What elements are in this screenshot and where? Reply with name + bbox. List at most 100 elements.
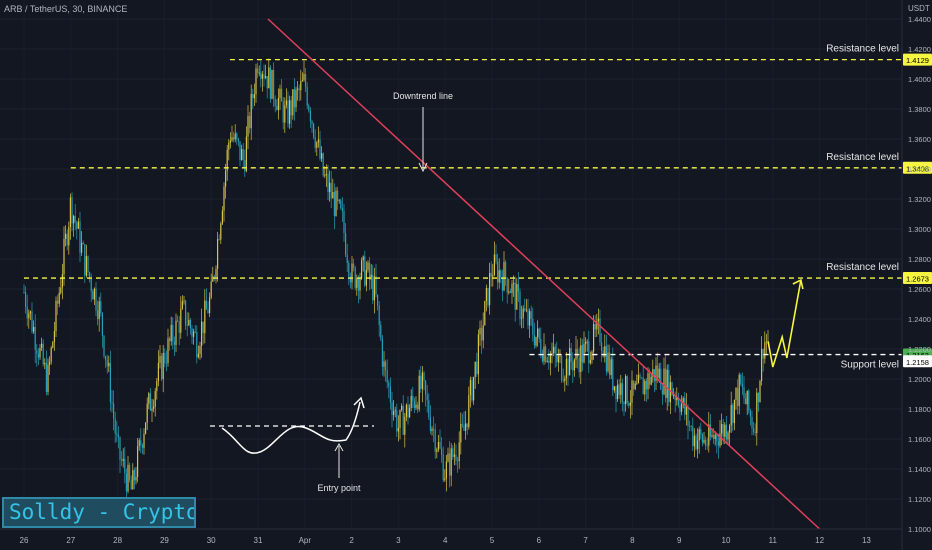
entry-curve — [221, 401, 361, 454]
candle-body — [370, 274, 372, 280]
candle-body — [98, 301, 100, 320]
candle-body — [271, 69, 273, 99]
x-tick-label: 30 — [207, 536, 216, 545]
symbol-title[interactable]: ARB / TetherUS, 30, BINANCE — [4, 4, 128, 14]
candle-body — [143, 433, 145, 448]
candle-body — [545, 346, 547, 362]
candle-body — [164, 352, 166, 363]
candle-body — [95, 288, 97, 311]
candle-body — [306, 87, 308, 106]
candle-body — [423, 372, 425, 381]
candle-body — [172, 324, 174, 342]
candle-body — [77, 221, 79, 229]
candle-body — [727, 432, 729, 440]
candle-body — [55, 300, 57, 332]
y-tick-label: 1.2600 — [908, 285, 931, 294]
candle-body — [524, 308, 526, 311]
candle-body — [666, 369, 668, 398]
candle-body — [300, 81, 302, 91]
current-price-box — [903, 355, 932, 368]
candle-body — [740, 374, 742, 385]
x-tick-label: 31 — [254, 536, 263, 545]
candle-body — [362, 256, 364, 261]
y-axis[interactable]: 1.4400 1.4200 1.4000 1.3800 1.3600 1.3400 1.32… — [901, 0, 931, 550]
candle-body — [25, 292, 27, 307]
candle-body — [495, 254, 497, 262]
y-tick-label: 1.2000 — [908, 375, 931, 384]
candle-body — [604, 346, 606, 357]
candle-body — [514, 282, 516, 310]
candle-body — [610, 359, 612, 376]
candle-body — [695, 435, 697, 450]
candle-body — [66, 233, 68, 246]
candle-body — [375, 276, 377, 295]
x-tick-label: 28 — [113, 536, 122, 545]
candle-body — [397, 427, 399, 432]
candle-body — [417, 404, 419, 410]
candle-body — [714, 434, 716, 439]
candle-body — [732, 405, 734, 424]
candle-body — [669, 382, 671, 403]
candle-body — [532, 318, 534, 335]
x-tick-label: 26 — [20, 536, 29, 545]
candle-body — [733, 399, 735, 424]
candle-body — [492, 274, 494, 277]
candle-body — [474, 361, 476, 377]
candle-body — [161, 355, 163, 380]
candle-body — [34, 326, 36, 350]
candle-body — [119, 437, 121, 460]
candle-body — [444, 478, 446, 481]
candle-body — [476, 361, 478, 375]
candle-body — [180, 308, 182, 333]
candle-body — [186, 325, 188, 327]
candle-body — [645, 380, 647, 390]
candle-body — [156, 381, 158, 392]
candle-body — [298, 88, 300, 91]
candle-body — [676, 397, 678, 401]
candle-body — [292, 89, 294, 116]
candle-body — [449, 453, 451, 476]
candle-body — [377, 294, 379, 306]
candle-body — [548, 360, 550, 363]
candle-body — [165, 362, 167, 364]
y-tick-label: 1.3400 — [908, 165, 931, 174]
x-axis[interactable]: 26 27 28 29 30 31 Apr 2 3 4 5 6 7 8 9 10 11 12 13 — [0, 528, 902, 545]
candle-body — [373, 276, 375, 301]
price-tag: 1.4129 — [906, 56, 929, 65]
candle-body — [199, 345, 201, 354]
candle-body — [153, 406, 155, 409]
candle-body — [228, 142, 230, 150]
candle-body — [618, 384, 620, 395]
candle-body — [481, 327, 483, 341]
candle-body — [341, 208, 343, 212]
candle-body — [513, 282, 515, 284]
candle-body — [404, 416, 406, 435]
candle-body — [282, 101, 284, 123]
candle-body — [132, 470, 134, 490]
candle-body — [658, 368, 660, 379]
candle-body — [394, 410, 396, 412]
candle-body — [364, 256, 366, 286]
candle-body — [316, 142, 318, 148]
candle-body — [594, 324, 596, 330]
resistance-level-3-label: Resistance level — [826, 262, 899, 273]
candle-body — [108, 362, 110, 367]
candle-body — [319, 139, 321, 159]
candle-body — [284, 105, 286, 123]
entry-point-label: Entry point — [317, 483, 361, 493]
candle-body — [549, 353, 551, 363]
candle-body — [391, 402, 393, 415]
candle-body — [337, 190, 339, 201]
candle-body — [245, 136, 247, 172]
y-tick-label: 1.1000 — [908, 525, 931, 534]
candle-body — [79, 221, 81, 253]
candle-body — [154, 391, 156, 407]
candle-body — [730, 405, 732, 426]
y-tick-label: 1.1800 — [908, 405, 931, 414]
candle-body — [721, 424, 723, 434]
candle-body — [261, 74, 263, 79]
candle-body — [706, 445, 708, 447]
candle-body — [753, 428, 755, 432]
